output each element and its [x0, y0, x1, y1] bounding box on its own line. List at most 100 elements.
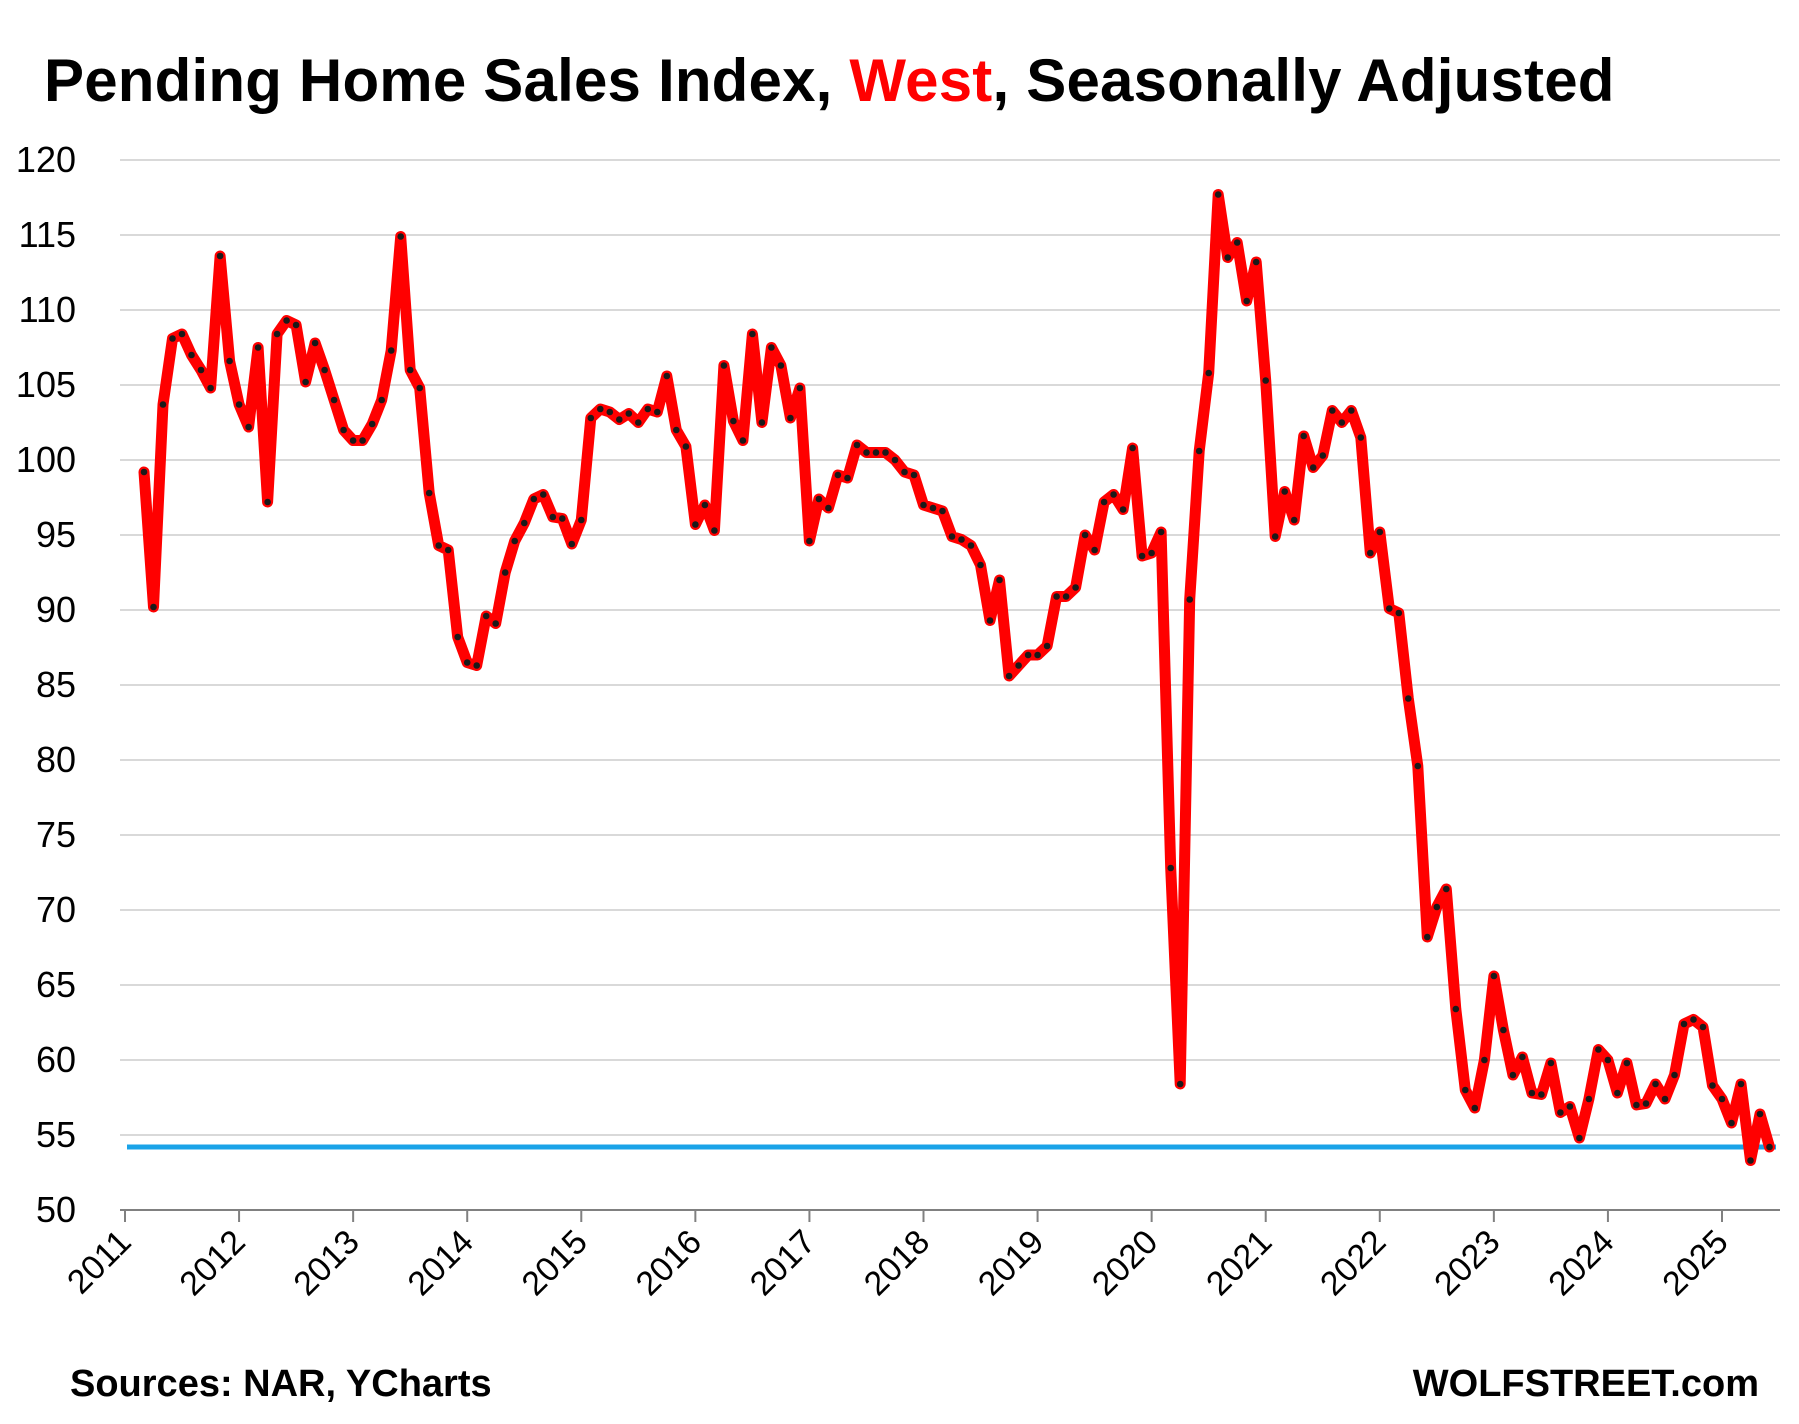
data-point	[1148, 549, 1155, 557]
data-point	[1481, 1056, 1488, 1064]
data-point	[768, 344, 775, 351]
data-point	[1737, 1080, 1745, 1088]
y-tick-label: 100	[16, 439, 76, 480]
data-point	[425, 489, 433, 497]
data-point	[1414, 762, 1422, 770]
x-tick-label: 2015	[515, 1223, 595, 1303]
data-point	[216, 252, 224, 260]
data-point	[340, 426, 347, 434]
data-point	[387, 347, 395, 354]
y-tick-label: 70	[36, 889, 76, 930]
data-point	[986, 617, 994, 624]
data-point	[996, 576, 1003, 584]
data-point	[1119, 506, 1127, 513]
data-point	[863, 449, 870, 456]
data-point	[616, 416, 623, 423]
data-point	[1728, 1119, 1735, 1127]
data-point	[1718, 1095, 1726, 1103]
data-point	[1699, 1023, 1707, 1031]
data-point	[844, 474, 851, 482]
data-point	[1433, 903, 1441, 911]
x-tick-label: 2012	[172, 1223, 252, 1303]
data-point	[1509, 1071, 1517, 1079]
data-point	[226, 357, 233, 365]
data-point	[416, 384, 424, 392]
data-point	[330, 396, 338, 404]
data-point	[1043, 642, 1051, 650]
y-tick-label: 55	[36, 1114, 76, 1155]
x-tick-label: 2023	[1427, 1223, 1507, 1303]
data-point	[501, 569, 509, 576]
y-tick-label: 65	[36, 964, 76, 1005]
data-point	[1319, 452, 1327, 459]
data-point	[1386, 605, 1393, 612]
data-point	[321, 366, 328, 374]
data-point	[578, 516, 585, 524]
data-point	[264, 498, 271, 506]
data-point	[1766, 1143, 1773, 1151]
x-tick-label: 2011	[60, 1223, 139, 1302]
data-point	[749, 330, 756, 338]
data-point	[910, 471, 918, 479]
data-point	[292, 321, 300, 329]
data-point	[967, 542, 975, 549]
data-point	[625, 410, 633, 417]
data-point	[758, 419, 766, 426]
data-point	[1633, 1101, 1640, 1109]
x-tick-label: 2013	[286, 1223, 366, 1303]
data-point	[1110, 491, 1117, 498]
data-point	[1756, 1110, 1764, 1118]
data-point	[787, 414, 794, 422]
data-point	[825, 504, 832, 512]
data-point	[530, 495, 538, 503]
data-point	[473, 662, 481, 669]
y-tick-label: 95	[36, 514, 76, 555]
data-point	[1452, 1005, 1460, 1013]
data-point	[169, 335, 176, 342]
data-point	[254, 344, 262, 351]
series-line	[138, 189, 1775, 1166]
data-point	[1405, 695, 1412, 702]
data-point	[568, 540, 576, 548]
data-point	[1300, 432, 1307, 440]
data-point	[815, 495, 823, 503]
x-tick-label: 2025	[1655, 1223, 1735, 1303]
data-point	[1443, 885, 1450, 893]
data-point	[1005, 672, 1013, 680]
title-highlight: West	[849, 47, 993, 114]
data-point	[283, 317, 290, 324]
data-point	[1100, 498, 1108, 506]
data-point	[1281, 488, 1288, 495]
data-point	[682, 443, 690, 450]
data-point	[834, 471, 842, 479]
data-point	[948, 533, 956, 540]
data-point	[1547, 1059, 1555, 1067]
data-point	[1157, 528, 1165, 536]
data-point	[549, 513, 557, 521]
data-point	[511, 537, 518, 545]
gridlines	[120, 159, 1780, 1211]
data-point	[463, 659, 471, 666]
data-point	[777, 362, 785, 369]
data-point	[150, 603, 157, 611]
data-point	[349, 437, 357, 444]
data-point	[920, 501, 927, 509]
data-point	[1500, 1026, 1507, 1034]
chart-title: Pending Home Sales Index, West, Seasonal…	[44, 46, 1615, 115]
data-point	[1490, 972, 1498, 980]
data-point	[720, 362, 728, 369]
data-point	[521, 519, 528, 527]
data-point	[1519, 1053, 1526, 1061]
data-point	[1072, 584, 1079, 591]
y-tick-label: 85	[36, 664, 76, 705]
data-point	[1081, 531, 1089, 539]
y-tick-label: 80	[36, 739, 76, 780]
data-point	[1709, 1082, 1716, 1089]
data-point	[1585, 1095, 1593, 1103]
y-tick-label: 75	[36, 814, 76, 855]
data-point	[1186, 596, 1193, 603]
data-point	[806, 537, 813, 545]
x-axis: 2011 2012 2013 2014 2015 2016 2017 2018 2019 2020…	[60, 1210, 1736, 1303]
data-point	[635, 419, 642, 426]
data-point	[958, 536, 965, 543]
